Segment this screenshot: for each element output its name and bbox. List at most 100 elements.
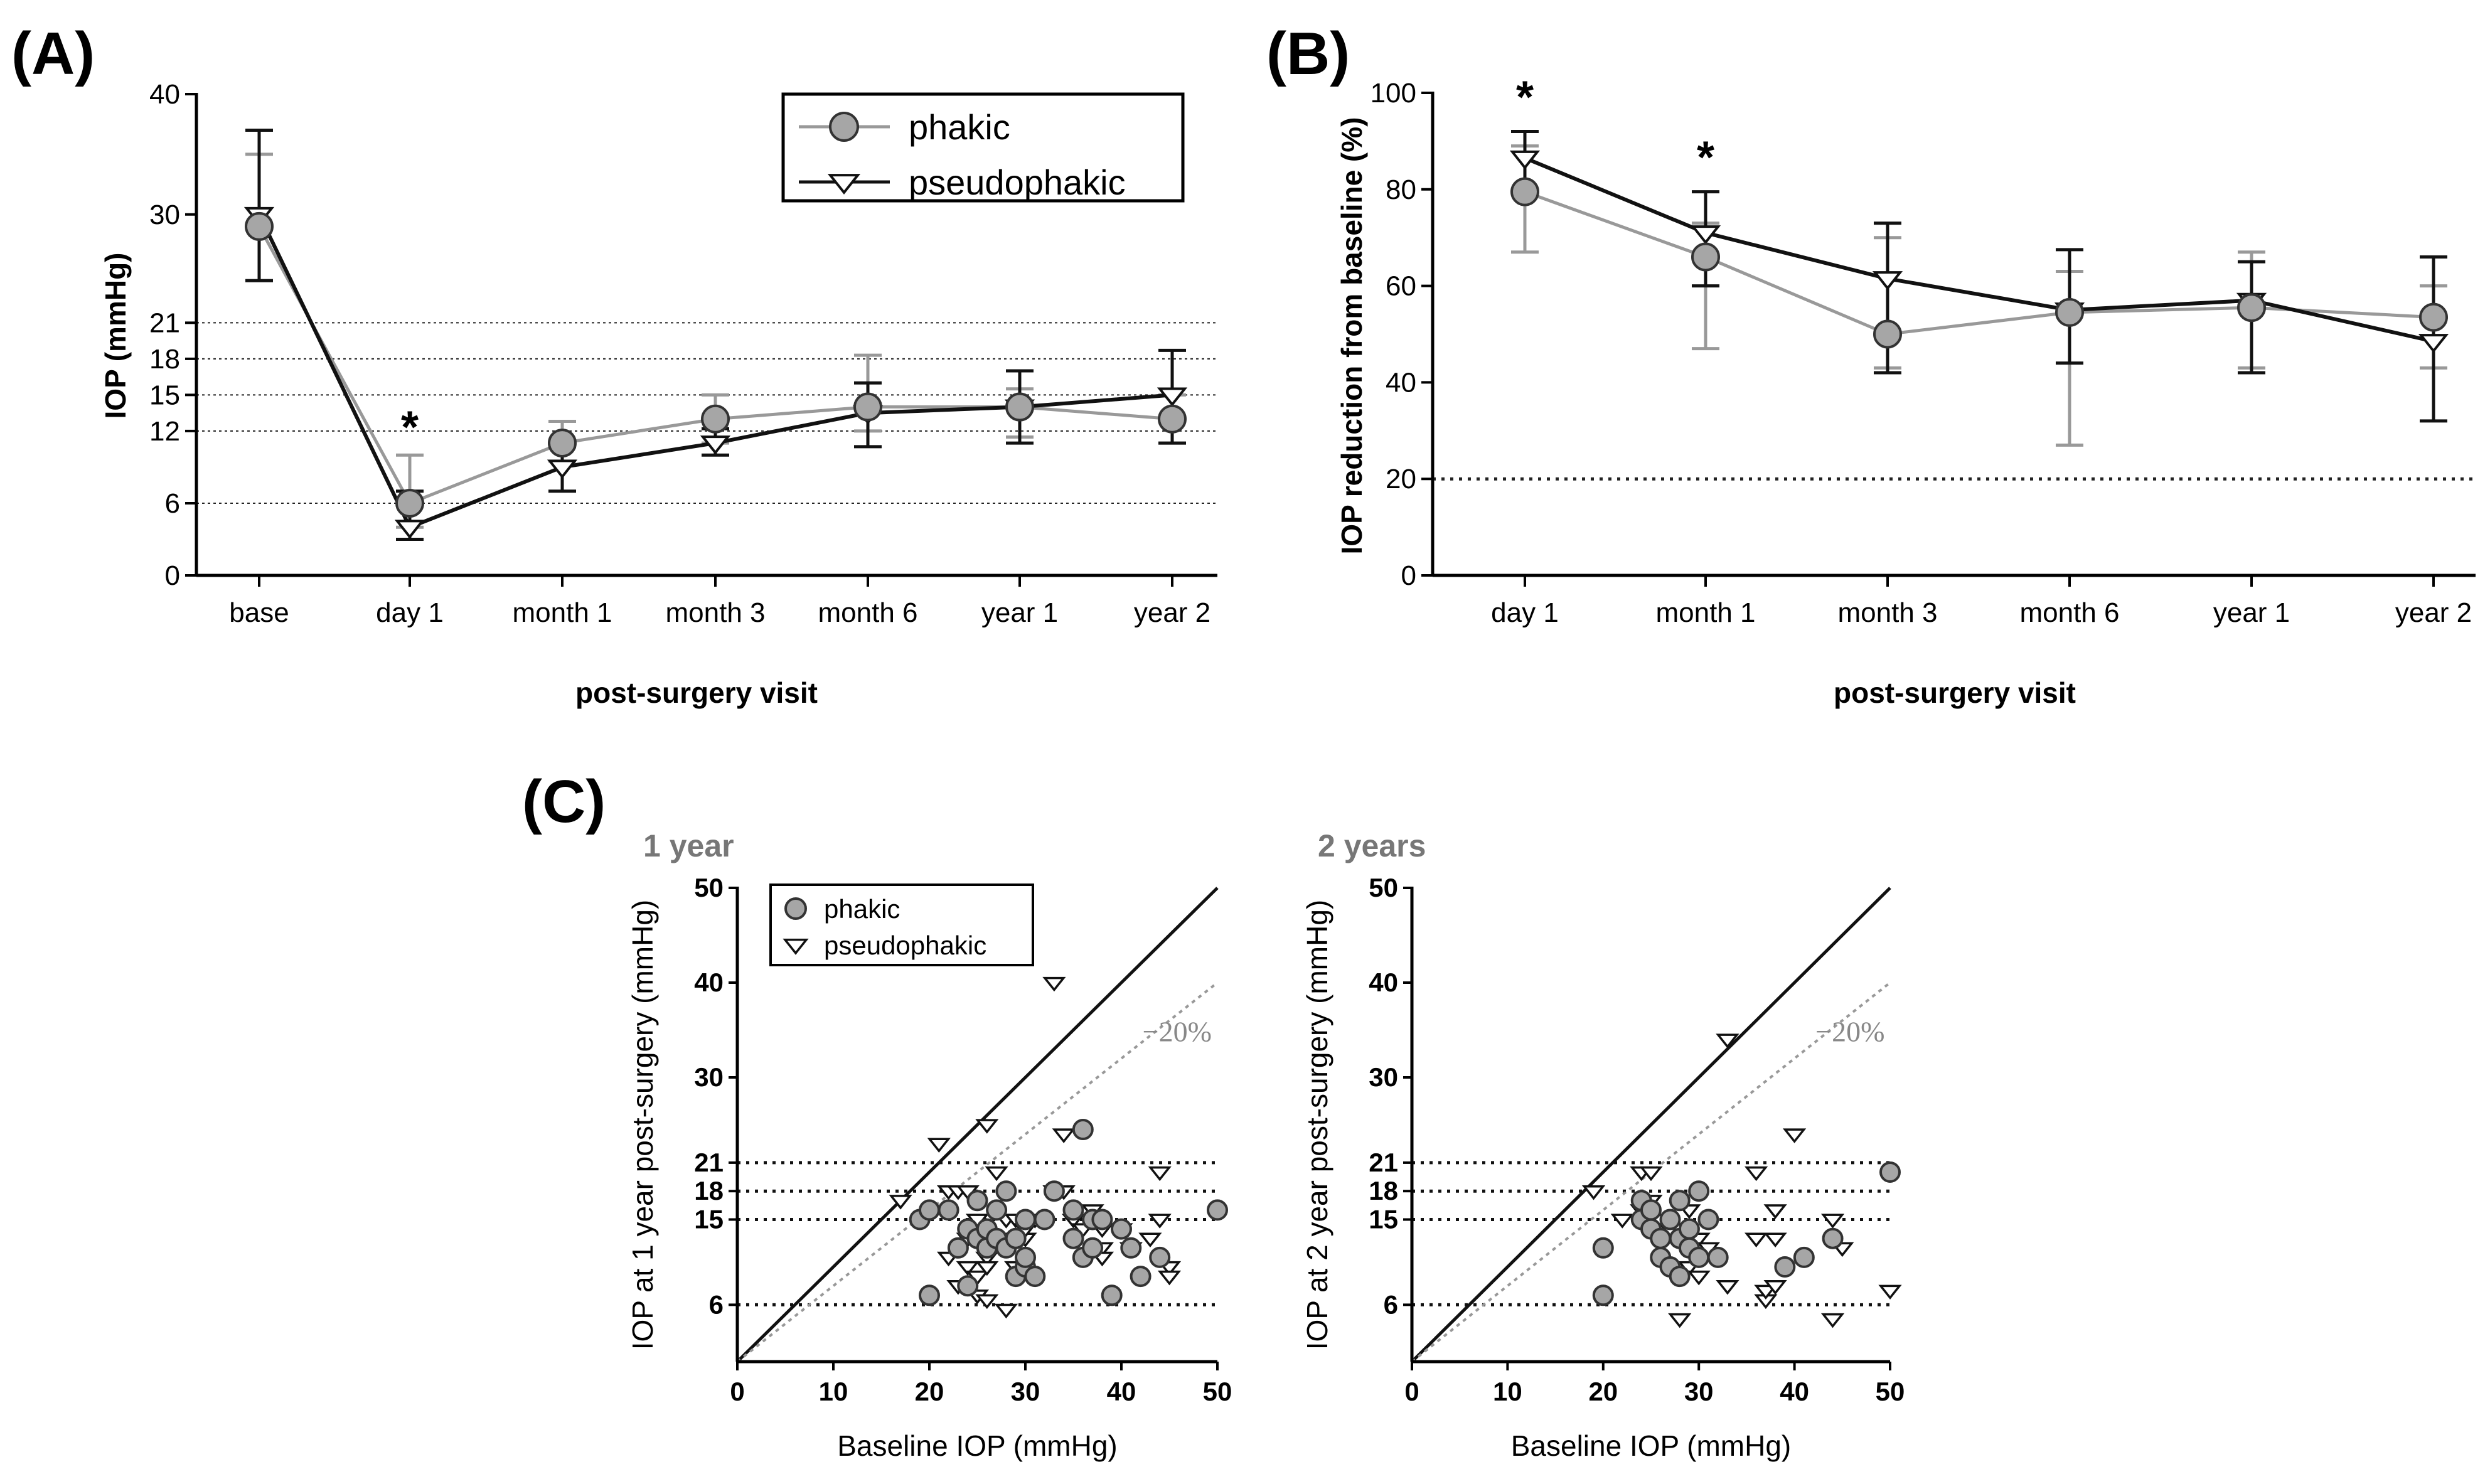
y-tick-label: 21 (1369, 1148, 1398, 1177)
x-axis-title: Baseline IOP (mmHg) (837, 1429, 1118, 1462)
phakic-point (1043, 1180, 1065, 1202)
legend-label: pseudophakic (824, 931, 986, 960)
y-tick-label: 21 (694, 1148, 724, 1177)
y-tick-label: 6 (1384, 1289, 1398, 1319)
phakic-marker (1691, 242, 1720, 272)
phakic-point (1015, 1246, 1036, 1268)
phakic-marker (395, 488, 424, 518)
phakic-point (1062, 1227, 1084, 1249)
y-tick-label: 21 (149, 307, 180, 338)
pseudophakic-point (1687, 1270, 1711, 1286)
pseudophakic-point (1639, 1166, 1663, 1182)
pseudophakic-point (1820, 1313, 1845, 1328)
pseudophakic-marker (2418, 334, 2449, 353)
y-tick-label: 15 (149, 380, 180, 410)
x-tick-label: 20 (1588, 1377, 1618, 1406)
phakic-point (1005, 1227, 1027, 1249)
pseudophakic-point (1610, 1214, 1634, 1229)
y-tick-label: 6 (165, 488, 180, 519)
phakic-marker (548, 429, 577, 458)
y-axis-title: IOP at 2 year post-surgery (mmHg) (1301, 900, 1333, 1350)
pseudophakic-marker (1509, 150, 1541, 170)
x-tick-label: 0 (730, 1377, 744, 1406)
panel-subtitle: 1 year (643, 828, 734, 863)
phakic-point (986, 1199, 1008, 1221)
pseudophakic-point (1157, 1270, 1182, 1286)
legend-label: phakic (824, 894, 900, 924)
x-tick-label: month 3 (1838, 597, 1938, 628)
phakic-point (1697, 1209, 1719, 1230)
y-tick-label: 50 (694, 873, 724, 902)
phakic-point (947, 1237, 969, 1259)
panel-a: (A) 0 6 12 15 18 21 30 40 base day 1 month 1 month 3… (11, 20, 1217, 709)
x-tick-label: month 1 (1656, 597, 1756, 628)
phakic-point (938, 1199, 959, 1221)
phakic-line (257, 225, 1173, 506)
x-tick-label: day 1 (1491, 597, 1559, 628)
panel-b: (B) 0 20 40 60 80 100 day 1 month 1 month 3 month … (1266, 20, 2476, 709)
phakic-point (966, 1190, 988, 1212)
x-tick-label: 50 (1876, 1377, 1905, 1406)
y-tick-label: 40 (1386, 367, 1416, 398)
y-axis-title: IOP at 1 year post-surgery (mmHg) (626, 900, 659, 1350)
phakic-point (1669, 1266, 1691, 1288)
pseudophakic-marker (1157, 387, 1188, 407)
pseudophakic-point (975, 1119, 999, 1134)
x-axis-title: Baseline IOP (mmHg) (1511, 1429, 1792, 1462)
reduction-label: −20% (1143, 1016, 1212, 1048)
pseudophakic-point (1763, 1232, 1787, 1247)
pseudophakic-point (1763, 1280, 1787, 1295)
pseudophakic-point (889, 1195, 912, 1210)
phakic-point (1149, 1246, 1171, 1268)
y-tick-label: 60 (1386, 271, 1416, 302)
phakic-point (1822, 1227, 1844, 1249)
phakic-point (1592, 1237, 1614, 1259)
y-tick-label: 18 (694, 1176, 724, 1205)
panel-label: (B) (1266, 20, 1350, 87)
phakic-point (1592, 1284, 1614, 1306)
legend-box (769, 883, 1034, 966)
y-tick-label: 30 (694, 1062, 724, 1092)
x-axis-title: post-surgery visit (575, 676, 818, 709)
pseudophakic-point (1138, 1232, 1162, 1247)
phakic-point (957, 1275, 979, 1297)
phakic-marker (853, 392, 882, 422)
panel-label: (A) (11, 20, 95, 87)
pseudophakic-point (985, 1166, 1008, 1182)
y-tick-label: 80 (1386, 174, 1416, 205)
phakic-marker (2055, 297, 2084, 327)
phakic-point (1130, 1266, 1151, 1288)
y-tick-label: 6 (709, 1289, 724, 1319)
x-tick-label: year 2 (1134, 597, 1210, 628)
x-axis-title: post-surgery visit (1834, 676, 2076, 709)
phakic-line (1524, 190, 2434, 336)
phakic-point (1034, 1209, 1055, 1230)
phakic-point (1015, 1209, 1036, 1230)
phakic-point (1111, 1218, 1132, 1240)
pseudophakic-marker (1872, 271, 1903, 291)
y-tick-label: 15 (694, 1205, 724, 1234)
x-tick-label: base (229, 597, 289, 628)
phakic-point (1072, 1119, 1094, 1141)
y-tick-label: 40 (694, 968, 724, 997)
phakic-point (1062, 1199, 1084, 1221)
pseudophakic-point (1052, 1128, 1076, 1143)
phakic-point (1659, 1209, 1681, 1230)
pseudophakic-point (1148, 1166, 1172, 1182)
phakic-marker (1873, 319, 1902, 349)
pseudophakic-line (1524, 156, 2434, 343)
y-tick-label: 12 (149, 416, 180, 447)
pseudophakic-point (1716, 1033, 1739, 1049)
pseudophakic-point (975, 1261, 999, 1276)
x-tick-label: 30 (1684, 1377, 1714, 1406)
phakic-marker (1005, 392, 1034, 422)
y-tick-label: 18 (149, 344, 180, 375)
x-tick-label: 10 (819, 1377, 848, 1406)
phakic-point (1082, 1237, 1104, 1259)
phakic-point (1678, 1218, 1700, 1240)
pseudophakic-point (1782, 1128, 1807, 1143)
y-tick-label: 30 (1369, 1062, 1398, 1092)
pseudophakic-point (1042, 976, 1066, 992)
